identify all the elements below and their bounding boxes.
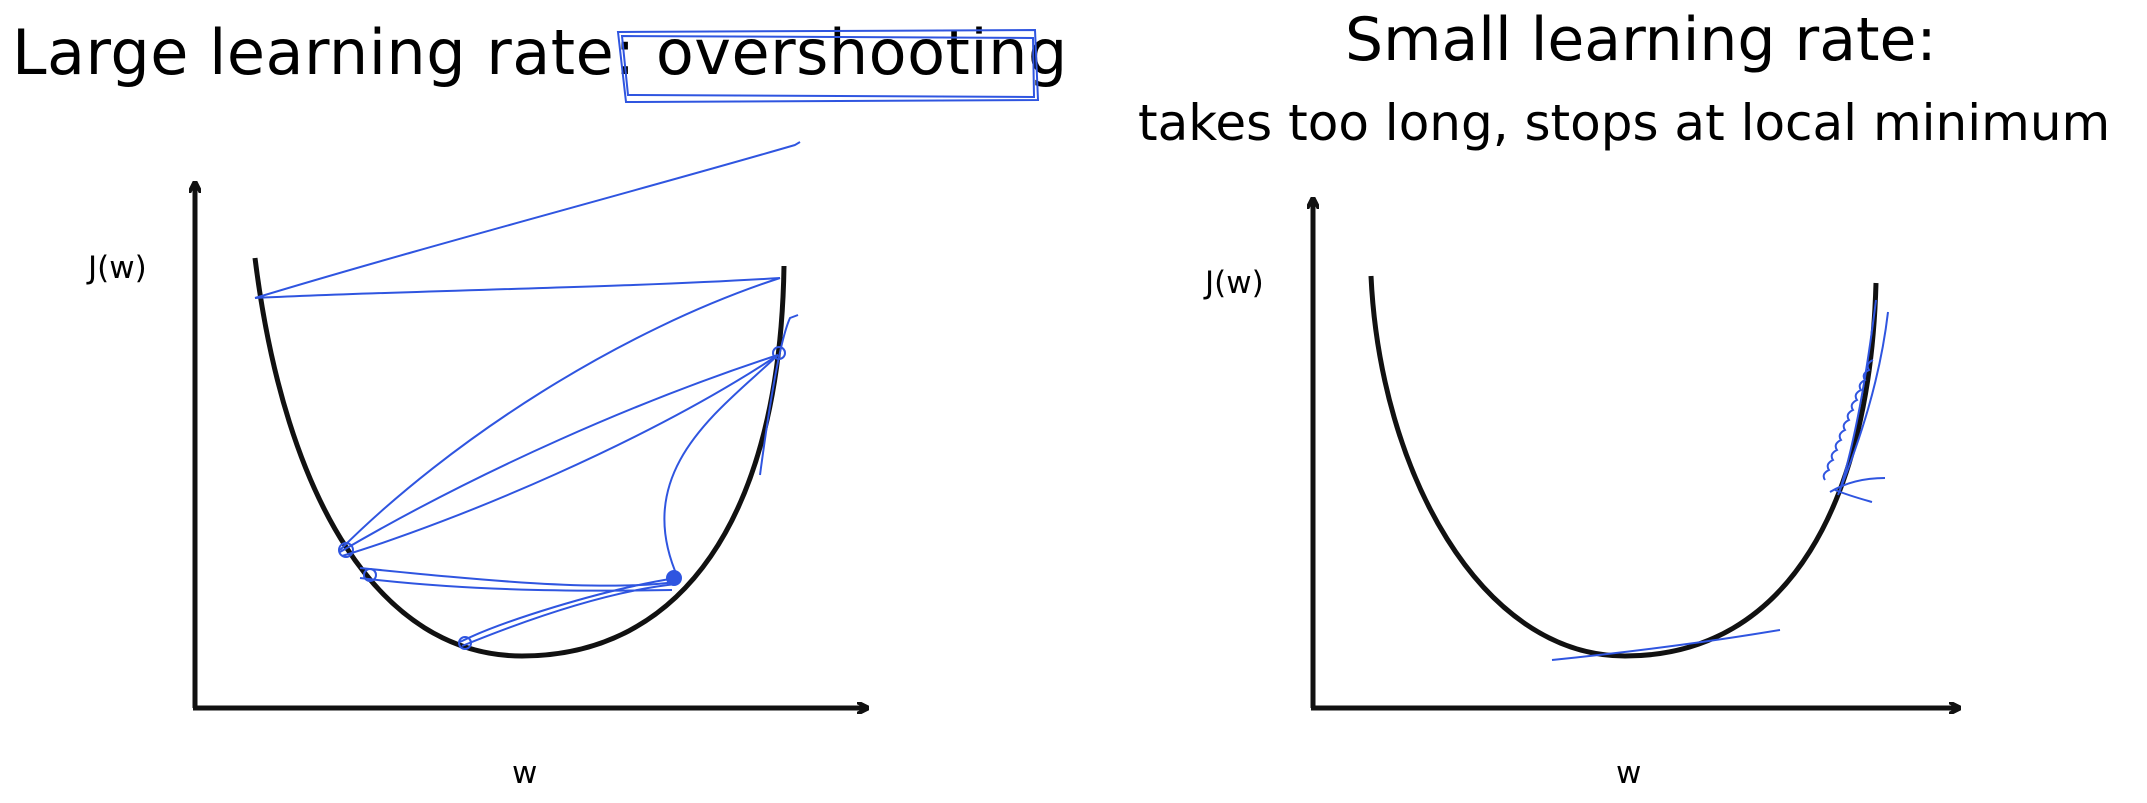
small-step-stroke-4 [1829,477,1886,493]
small-step-stroke-5 [1834,489,1873,503]
small-step-stroke-3 [1839,299,1877,491]
overshoot-stroke-11 [759,314,799,476]
right-axes [1311,200,1958,708]
overshoot-point-5 [458,636,472,650]
overshoot-stroke-10 [461,583,677,647]
overshoot-stroke-3 [339,277,781,551]
overshoot-stroke-2 [254,277,781,299]
left-axes [193,184,866,708]
right-panel-title: Small learning rate: [1345,5,1937,75]
small-step-stroke-2 [1837,311,1889,496]
overshoot-point-4 [772,346,786,360]
right-loss-curve [1368,275,1879,659]
left-y-axis-label: J(w) [88,250,147,286]
right-small-step-annotations [1551,299,1889,661]
right-panel-subtitle: takes too long, stops at local minimum [1138,94,2111,152]
left-loss-curve [252,257,787,659]
overshoot-stroke-4 [339,354,779,553]
overshooting-highlight-box [616,28,1040,104]
left-title-prefix: Large learning rate: [12,16,656,89]
right-y-axis-label: J(w) [1205,265,1264,301]
left-overshoot-annotations [254,28,1040,650]
overshoot-stroke-6 [341,354,779,557]
overshoot-point-2 [363,568,377,582]
overshoot-stroke-9 [359,577,673,592]
right-x-axis-label: w [1616,755,1642,791]
overshoot-stroke-5 [663,354,779,579]
overshoot-stroke-1 [254,141,801,299]
overshoot-point-3 [666,570,682,586]
overshoot-stroke-8 [459,577,677,643]
left-x-axis-label: w [512,755,538,791]
small-step-stroke-1 [1551,629,1781,661]
overshoot-point-1 [338,542,354,558]
small-step-cluster [1822,359,1874,481]
